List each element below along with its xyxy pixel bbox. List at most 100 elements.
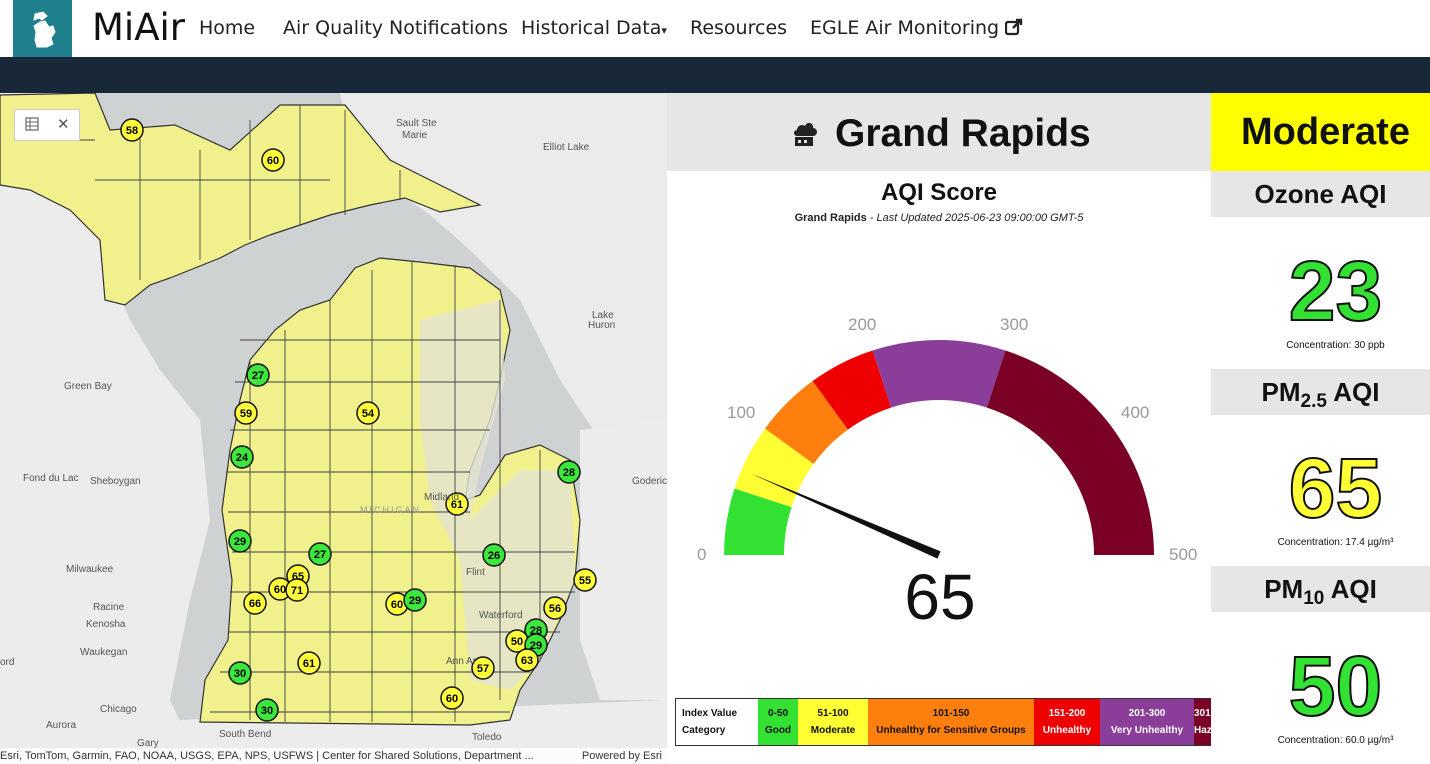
aqi-marker-17[interactable]: 29 — [403, 588, 427, 612]
pm25-concentration: Concentration: 17.4 µg/m³ — [1277, 537, 1394, 548]
legend-cell-2: 101-150 Unhealthy for Sensitive Groups — [868, 699, 1034, 745]
nav-egle-air-monitoring[interactable]: EGLE Air Monitoring — [810, 17, 1023, 39]
aqi-marker-13[interactable]: 60 — [268, 577, 292, 601]
aqi-marker-value: 66 — [249, 598, 261, 610]
aqi-marker-3[interactable]: 59 — [234, 401, 258, 425]
aqi-marker-value: 30 — [261, 705, 273, 717]
legend-range: 301+ — [1194, 708, 1212, 719]
aqi-marker-9[interactable]: 27 — [308, 542, 332, 566]
gauge-band-3 — [812, 350, 892, 430]
aqi-marker-value: 63 — [521, 655, 533, 667]
city-title: Grand Rapids — [835, 112, 1091, 155]
layer-list-icon[interactable] — [17, 110, 47, 140]
aqi-marker-value: 29 — [530, 640, 542, 652]
aqi-marker-value: 30 — [234, 668, 246, 680]
aqi-marker-18[interactable]: 56 — [543, 596, 567, 620]
pm10-label-sub: 10 — [1303, 588, 1325, 610]
aqi-marker-15[interactable]: 66 — [243, 591, 267, 615]
powered-by-esri[interactable]: Powered by Esri — [577, 748, 662, 764]
aqi-marker-value: 61 — [451, 499, 463, 511]
aqi-map[interactable]: 58 60 27 59 54 24 28 61 29 27 26 65 55 60 71 66 60 29 56 28… — [0, 93, 667, 764]
aqi-marker-value: 57 — [477, 663, 489, 675]
aqi-marker-value: 26 — [488, 550, 500, 562]
gauge-tick-500: 500 — [1169, 545, 1198, 564]
aqi-marker-value: 60 — [274, 584, 286, 596]
legend-cell-3: 151-200 Unhealthy — [1034, 699, 1100, 745]
updated-site-name: Grand Rapids — [794, 212, 867, 224]
legend-range: 0-50 — [767, 708, 788, 719]
aqi-legend: Index Value Category 0-50 Good 51-100 Moder… — [675, 698, 1213, 746]
aqi-marker-10[interactable]: 26 — [482, 543, 506, 567]
map-grey-region — [420, 300, 575, 690]
gauge-band-2 — [765, 381, 848, 464]
legend-cell-0: 0-50 Good — [758, 699, 798, 745]
place-label-11: Milwaukee — [66, 564, 114, 575]
aqi-marker-5[interactable]: 24 — [230, 445, 254, 469]
pm10-concentration: Concentration: 60.0 µg/m³ — [1277, 735, 1394, 746]
aqi-marker-value: 55 — [579, 575, 591, 587]
pollutant-column: Moderate Ozone AQI 23 Concentration: 30 … — [1211, 93, 1430, 764]
aqi-marker-4[interactable]: 54 — [356, 401, 380, 425]
legend-category: Unhealthy — [1042, 725, 1092, 736]
updated-timestamp: - Last Updated 2025-06-23 09:00:00 GMT-5 — [866, 212, 1084, 224]
gauge-tick-200: 200 — [848, 315, 877, 334]
nav-air-quality-notifications[interactable]: Air Quality Notifications — [283, 17, 508, 39]
close-icon[interactable]: ✕ — [57, 116, 70, 133]
place-label-10: MICHIGAN — [360, 505, 421, 515]
attribution-text: Esri, TomTom, Garmin, FAO, NOAA, USGS, E… — [0, 750, 534, 762]
factory-cloud-icon — [794, 122, 817, 146]
aqi-marker-value: 54 — [362, 408, 375, 420]
navbar-divider-bar — [0, 57, 1430, 93]
place-label-15: Kenosha — [86, 619, 126, 630]
aqi-marker-27[interactable]: 30 — [255, 698, 279, 722]
aqi-marker-6[interactable]: 28 — [557, 460, 581, 484]
city-header — [667, 93, 1211, 171]
nav-historical-data[interactable]: Historical Data▾ — [521, 17, 667, 39]
category-banner: Moderate — [1211, 93, 1430, 171]
external-link-icon — [1005, 18, 1023, 36]
aqi-marker-8[interactable]: 29 — [228, 529, 252, 553]
upper-peninsula — [0, 93, 482, 306]
aqi-marker-value: 56 — [549, 603, 561, 615]
aqi-marker-12[interactable]: 55 — [573, 568, 597, 592]
place-label-21: Aurora — [46, 720, 76, 731]
gauge-tick-300: 300 — [1000, 315, 1029, 334]
legend-range: 151-200 — [1048, 708, 1086, 719]
ontario-thumb-land — [580, 420, 667, 700]
aqi-marker-26[interactable]: 60 — [440, 686, 464, 710]
legend-row-headings: Index Value Category — [676, 699, 758, 745]
aqi-marker-14[interactable]: 71 — [285, 578, 309, 602]
place-label-1: Marie — [402, 130, 427, 141]
aqi-marker-value: 60 — [267, 155, 279, 167]
gauge-band-0 — [724, 488, 792, 555]
michigan-logo[interactable] — [13, 0, 72, 57]
gauge-band-1 — [734, 428, 814, 508]
wisconsin-land — [0, 93, 210, 764]
aqi-marker-value: 29 — [234, 536, 246, 548]
place-label-9: Midland — [424, 492, 459, 503]
category-text: Moderate — [1241, 111, 1410, 153]
legend-category: Very Unhealthy — [1110, 725, 1184, 736]
place-label-13: Racine — [93, 602, 125, 613]
aqi-score-heading: AQI Score — [880, 179, 998, 206]
gauge-needle — [750, 473, 941, 559]
aqi-marker-16[interactable]: 60 — [385, 592, 409, 616]
aqi-marker-2[interactable]: 27 — [246, 363, 270, 387]
nav-resources[interactable]: Resources — [690, 17, 788, 39]
aqi-marker-value: 61 — [303, 658, 315, 670]
nav-home[interactable]: Home — [199, 17, 256, 39]
aqi-marker-24[interactable]: 57 — [471, 656, 495, 680]
aqi-marker-value: 29 — [409, 595, 421, 607]
aqi-marker-0[interactable]: 58 — [120, 118, 144, 142]
aqi-marker-22[interactable]: 63 — [515, 648, 539, 672]
aqi-marker-7[interactable]: 61 — [445, 492, 469, 516]
aqi-marker-23[interactable]: 61 — [297, 651, 321, 675]
brand-title[interactable]: MiAir — [92, 6, 186, 49]
place-label-23: Gary — [137, 738, 159, 749]
aqi-marker-1[interactable]: 60 — [261, 148, 285, 172]
ozone-value: 23 — [1288, 243, 1383, 339]
aqi-marker-25[interactable]: 30 — [228, 661, 252, 685]
